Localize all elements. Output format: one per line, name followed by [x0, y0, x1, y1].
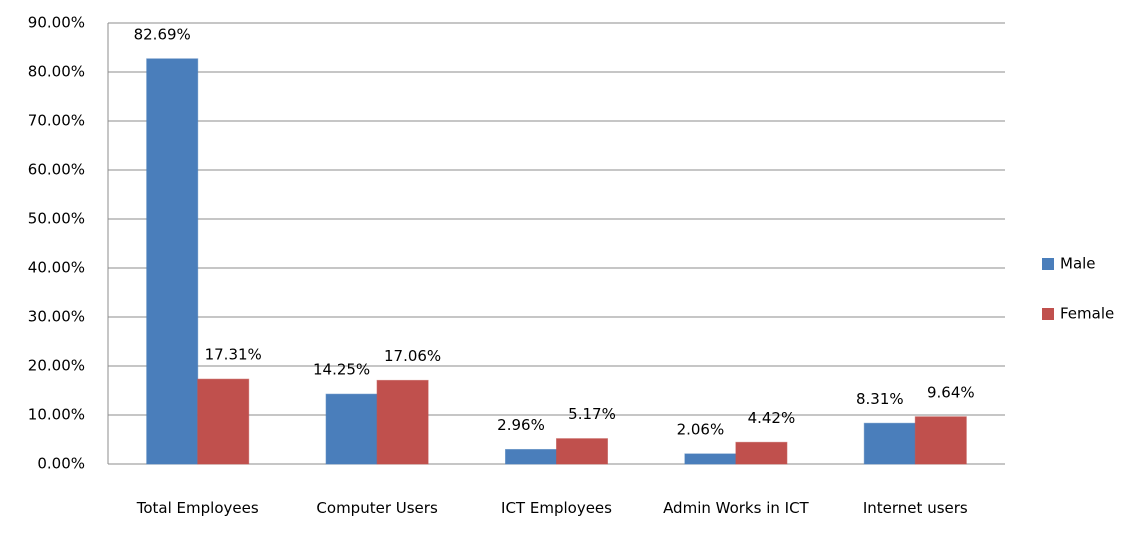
data-label: 14.25% [313, 361, 370, 379]
data-label: 8.31% [856, 390, 904, 408]
legend-label: Female [1060, 305, 1114, 323]
y-tick-label: 10.00% [28, 406, 85, 424]
bar [505, 448, 557, 465]
bar [684, 453, 737, 465]
y-tick-label: 20.00% [28, 357, 85, 375]
data-label: 82.69% [134, 25, 191, 43]
x-tick-label: ICT Employees [501, 499, 612, 517]
bar [914, 416, 967, 465]
y-tick-label: 30.00% [28, 308, 85, 326]
legend-swatch [1042, 308, 1054, 320]
data-label: 9.64% [927, 383, 975, 401]
y-tick-label: 60.00% [28, 161, 85, 179]
data-label: 17.31% [205, 346, 262, 364]
bar [735, 441, 788, 465]
x-tick-label: Total Employees [136, 499, 259, 517]
data-label: 4.42% [748, 409, 796, 427]
data-label: 5.17% [568, 405, 616, 423]
y-tick-label: 40.00% [28, 259, 85, 277]
y-tick-label: 90.00% [28, 14, 85, 32]
bar [325, 393, 378, 465]
bar [863, 422, 916, 465]
y-tick-label: 80.00% [28, 63, 85, 81]
x-tick-label: Admin Works in ICT [663, 499, 809, 517]
y-tick-label: 0.00% [37, 455, 85, 473]
bar [376, 379, 429, 465]
y-tick-label: 50.00% [28, 210, 85, 228]
legend-swatch [1042, 258, 1054, 270]
legend-label: Male [1060, 255, 1096, 273]
data-label: 17.06% [384, 347, 441, 365]
y-tick-label: 70.00% [28, 112, 85, 130]
bar [146, 58, 199, 465]
bar [197, 378, 250, 465]
x-tick-label: Internet users [862, 499, 968, 517]
data-label: 2.96% [497, 416, 545, 434]
x-tick-label: Computer Users [316, 499, 438, 517]
bar [556, 438, 608, 465]
data-label: 2.06% [677, 420, 725, 438]
